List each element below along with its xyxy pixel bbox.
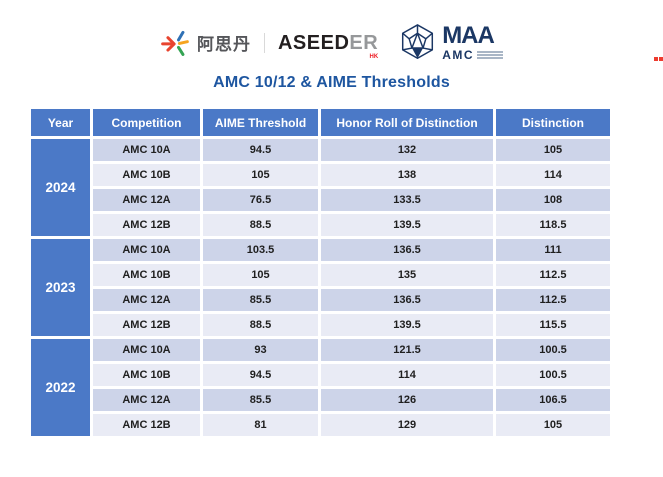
honor-cell: 139.5 xyxy=(318,311,496,339)
distinction-cell: 105 xyxy=(493,411,613,439)
competition-cell: AMC 10B xyxy=(90,261,203,289)
aime-cell: 81 xyxy=(200,411,321,439)
asdan-logo: 阿思丹 xyxy=(160,26,663,61)
table-row: AMC 12A 76.5 133.5 108 xyxy=(30,186,613,214)
table-row: AMC 10B 94.5 114 100.5 xyxy=(30,361,613,389)
distinction-cell: 108 xyxy=(493,186,613,214)
page-title: AMC 10/12 & AIME Thresholds xyxy=(213,74,450,91)
honor-cell: 136.5 xyxy=(318,286,496,314)
asdan-seal-mark xyxy=(654,57,663,61)
competition-cell: AMC 12A xyxy=(90,186,203,214)
honor-cell: 138 xyxy=(318,161,496,189)
amc-tagline-lines xyxy=(477,51,504,59)
competition-cell: AMC 12B xyxy=(90,411,203,439)
distinction-cell: 114 xyxy=(493,161,613,189)
column-header-3: Honor Roll of Distinction xyxy=(318,106,496,139)
aime-cell: 93 xyxy=(200,336,321,364)
competition-cell: AMC 10A xyxy=(90,336,203,364)
table-header-row: Year Competition AIME Threshold Honor Roll … xyxy=(28,106,613,139)
aseeder-wordmark-black: ASEED xyxy=(277,31,350,54)
table-row: AMC 12A 85.5 136.5 112.5 xyxy=(30,286,613,314)
amc-wordmark: AMC xyxy=(442,48,475,62)
competition-cell: AMC 12A xyxy=(90,386,203,414)
table-row: AMC 12B 88.5 139.5 115.5 xyxy=(30,311,613,339)
aime-cell: 105 xyxy=(200,261,321,289)
maa-wordmark: MAA xyxy=(442,22,495,49)
honor-cell: 126 xyxy=(318,386,496,414)
competition-cell: AMC 10A xyxy=(90,236,203,264)
year-cell: 2024 xyxy=(28,136,93,239)
honor-cell: 129 xyxy=(318,411,496,439)
column-header-4: Distinction xyxy=(493,106,613,139)
honor-cell: 114 xyxy=(318,361,496,389)
distinction-cell: 106.5 xyxy=(493,386,613,414)
year-cell: 2022 xyxy=(28,336,93,439)
table-body: 2024 AMC 10A 94.5 132 105 AMC 10B 105 138 114 AMC… xyxy=(28,136,613,439)
honor-cell: 136.5 xyxy=(318,236,496,264)
column-header-0: Year xyxy=(28,106,93,139)
competition-cell: AMC 12A xyxy=(90,286,203,314)
honor-cell: 121.5 xyxy=(318,336,496,364)
competition-cell: AMC 10B xyxy=(90,161,203,189)
aime-cell: 76.5 xyxy=(200,186,321,214)
logo-row: 阿思丹 ASEEDER HK xyxy=(0,22,663,63)
aime-cell: 94.5 xyxy=(200,136,321,164)
aseeder-wordmark-gray: ER xyxy=(349,31,379,54)
honor-cell: 132 xyxy=(318,136,496,164)
aime-cell: 88.5 xyxy=(200,211,321,239)
distinction-cell: 112.5 xyxy=(493,286,613,314)
table-row: 2022 AMC 10A 93 121.5 100.5 xyxy=(28,336,613,439)
aime-cell: 103.5 xyxy=(200,236,321,264)
distinction-cell: 112.5 xyxy=(493,261,613,289)
honor-cell: 139.5 xyxy=(318,211,496,239)
competition-cell: AMC 10B xyxy=(90,361,203,389)
competition-cell: AMC 12B xyxy=(90,211,203,239)
aime-cell: 85.5 xyxy=(200,286,321,314)
distinction-cell: 100.5 xyxy=(493,336,613,364)
aime-cell: 105 xyxy=(200,161,321,189)
column-header-2: AIME Threshold xyxy=(200,106,321,139)
thresholds-table: Year Competition AIME Threshold Honor Roll … xyxy=(28,106,613,439)
maa-amc-logo: MAA AMC xyxy=(399,22,504,63)
honor-cell: 135 xyxy=(318,261,496,289)
table-row: AMC 10B 105 135 112.5 xyxy=(30,261,613,289)
asdan-wordmark-cn: 阿思丹 xyxy=(196,35,251,54)
maa-wordmark-block: MAA AMC xyxy=(442,22,504,62)
distinction-cell: 111 xyxy=(493,236,613,264)
table-row: AMC 12B 81 129 105 xyxy=(30,411,613,439)
competition-cell: AMC 12B xyxy=(90,311,203,339)
table-row: 2024 AMC 10A 94.5 132 105 xyxy=(28,136,613,239)
table-row: AMC 12A 85.5 126 106.5 xyxy=(30,386,613,414)
aime-cell: 85.5 xyxy=(200,386,321,414)
distinction-cell: 118.5 xyxy=(493,211,613,239)
aime-cell: 88.5 xyxy=(200,311,321,339)
maa-polyhedron-icon xyxy=(402,24,434,59)
table-row: 2023 AMC 10A 103.5 136.5 111 xyxy=(28,236,613,339)
distinction-cell: 115.5 xyxy=(493,311,613,339)
competition-cell: AMC 10A xyxy=(90,136,203,164)
logo-divider xyxy=(263,32,265,53)
aseeder-wordmark: ASEEDER HK xyxy=(277,31,379,60)
honor-cell: 133.5 xyxy=(318,186,496,214)
year-cell: 2023 xyxy=(28,236,93,339)
table-row: AMC 10B 105 138 114 xyxy=(30,161,613,189)
aseeder-region-label: HK xyxy=(369,53,379,60)
table-row: AMC 12B 88.5 139.5 118.5 xyxy=(30,211,613,239)
column-header-1: Competition xyxy=(90,106,203,139)
aime-cell: 94.5 xyxy=(200,361,321,389)
distinction-cell: 105 xyxy=(493,136,613,164)
asdan-star-icon xyxy=(161,30,189,56)
distinction-cell: 100.5 xyxy=(493,361,613,389)
